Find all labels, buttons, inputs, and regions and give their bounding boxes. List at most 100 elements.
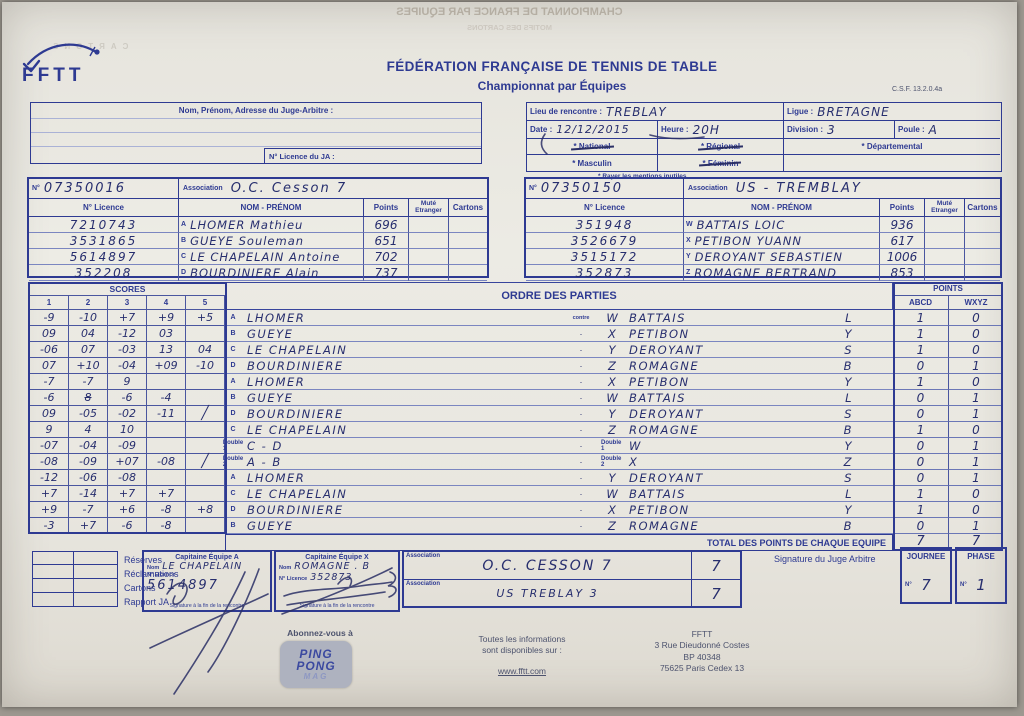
home-letter: B (225, 518, 241, 534)
player-points: 1006 (880, 249, 925, 265)
score-cell (147, 438, 186, 454)
points-abcd: 1 (893, 502, 948, 518)
team-a-box: N° 07350016 Association O.C. Cesson 7 N°… (27, 177, 489, 281)
address-line: 75625 Paris Cedex 13 (659, 663, 745, 674)
player-licence: 351948 (526, 217, 684, 233)
col-cartons: Cartons (967, 202, 998, 212)
away-name: DEROYANT S (623, 342, 893, 358)
reserve-cell (32, 579, 74, 593)
points-wxyz: 1 (948, 454, 1003, 470)
num-label: N° (905, 582, 912, 588)
licence-label: N° Licence (279, 576, 308, 582)
captain-a-box: Capitaine Équipe A Nom LE CHAPELAIN N° Li… (142, 550, 272, 612)
home-name: LE CHAPELAIN (241, 486, 561, 502)
score-cell (186, 486, 225, 502)
col-points: Points (880, 199, 925, 216)
scores-header: SCORES (30, 282, 225, 296)
away-letter: X (601, 326, 623, 342)
score-cell: 04 (69, 326, 108, 342)
fftt-url: www.fftt.com (497, 665, 547, 676)
points-wxyz: 0 (948, 374, 1003, 390)
reserve-cell (32, 565, 74, 579)
nom-label: Nom (147, 565, 160, 571)
double1-label: Double 1 (601, 438, 623, 454)
info-line2: sont disponibles sur : (482, 645, 562, 656)
points-wxyz: 0 (948, 486, 1003, 502)
team-x-number: 07350150 (540, 181, 624, 196)
cartons-cell (449, 265, 487, 281)
home-pair: A - B (241, 454, 561, 470)
num-label: N° (960, 582, 967, 588)
score-cell (147, 422, 186, 438)
points-abcd: 1 (893, 486, 948, 502)
team-x-number-label: N° (529, 185, 537, 192)
player-licence: 352208 (29, 265, 179, 281)
player-name: LE CHAPELAIN Antoine (190, 249, 341, 264)
points-abcd: 0 (893, 406, 948, 422)
address-line: FFTT (691, 629, 713, 639)
score-cell (186, 374, 225, 390)
player-row: 3531865 B GUEYE Souleman 651 (29, 233, 487, 249)
player-points: 651 (364, 233, 409, 249)
away-name: PETIBON Y (623, 502, 893, 518)
home-letter: C (225, 342, 241, 358)
score-cell: 04 (186, 342, 225, 358)
points-abcd: 1 (893, 422, 948, 438)
player-licence: 7210743 (29, 217, 179, 233)
mute-cell (925, 249, 965, 265)
player-letter: B (181, 237, 187, 244)
option-feminin: * Féminin (658, 155, 784, 171)
mute-cell (925, 217, 965, 233)
player-name: GUEYE Souleman (190, 233, 305, 248)
lieu-label: Lieu de rencontre : (530, 107, 603, 116)
points-abcd: 0 (893, 358, 948, 374)
points-abcd: 0 (893, 518, 948, 534)
score-cell: -3 (30, 518, 69, 534)
address-line: BP 40348 (683, 651, 721, 662)
contre-mark: · (561, 454, 601, 470)
score-cell: -03 (108, 342, 147, 358)
col-nom: NOM - PRÉNOM (179, 199, 364, 216)
points-header: POINTS (893, 282, 1003, 296)
score-cell: -4 (147, 390, 186, 406)
score-cell: -8 (147, 518, 186, 534)
association-x-name: US TREBLAY 3 (496, 587, 599, 600)
score-cell: -04 (108, 358, 147, 374)
reserve-cell (74, 579, 118, 593)
home-name: BOURDINIERE (241, 406, 561, 422)
player-row: 352873 Z ROMAGNE BERTRAND 853 (526, 265, 1000, 281)
cartons-cell (965, 265, 1000, 281)
home-name: LHOMER (241, 310, 561, 326)
player-row: 5614897 C LE CHAPELAIN Antoine 702 (29, 249, 487, 265)
away-letter: Z (601, 518, 623, 534)
reserve-cell (32, 593, 74, 607)
captain-x-signature-note: Signature à la fin de la rencontre (299, 603, 375, 609)
captain-x-box: Capitaine Équipe X Nom ROMAGNE . B N° Lic… (274, 550, 400, 612)
home-name: LHOMER (241, 470, 561, 486)
player-row: 3515172 Y DEROYANT SEBASTIEN 1006 (526, 249, 1000, 265)
poule-label: Poule : (898, 125, 925, 134)
away-letter: W (601, 310, 623, 326)
points-abcd: 0 (893, 438, 948, 454)
contre-mark: · (561, 326, 601, 342)
poule-cell: Poule : A (895, 121, 1000, 139)
contre-mark: · (561, 486, 601, 502)
ruled-line (31, 146, 481, 147)
away-name: ROMAGNE B (623, 518, 893, 534)
player-letter: Z (686, 269, 691, 276)
score-cell: -8 (147, 502, 186, 518)
lieu-cell: Lieu de rencontre : TREBLAY (527, 103, 784, 121)
reserve-cell (74, 565, 118, 579)
home-letter: B (225, 390, 241, 406)
total-label: TOTAL DES POINTS DE CHAQUE EQUIPE (225, 534, 893, 551)
logo-line: PING (299, 646, 333, 661)
away-letter: X (601, 502, 623, 518)
player-licence: 352873 (526, 265, 684, 281)
player-licence: 5614897 (29, 249, 179, 265)
division-value: 3 (827, 122, 836, 137)
player-name: ROMAGNE BERTRAND (694, 265, 838, 280)
col-mute: Muté Etranger (925, 199, 965, 216)
away-letter: W (601, 486, 623, 502)
fftt-logo-icon: FFTT (22, 43, 100, 86)
score-cell: -09 (108, 438, 147, 454)
